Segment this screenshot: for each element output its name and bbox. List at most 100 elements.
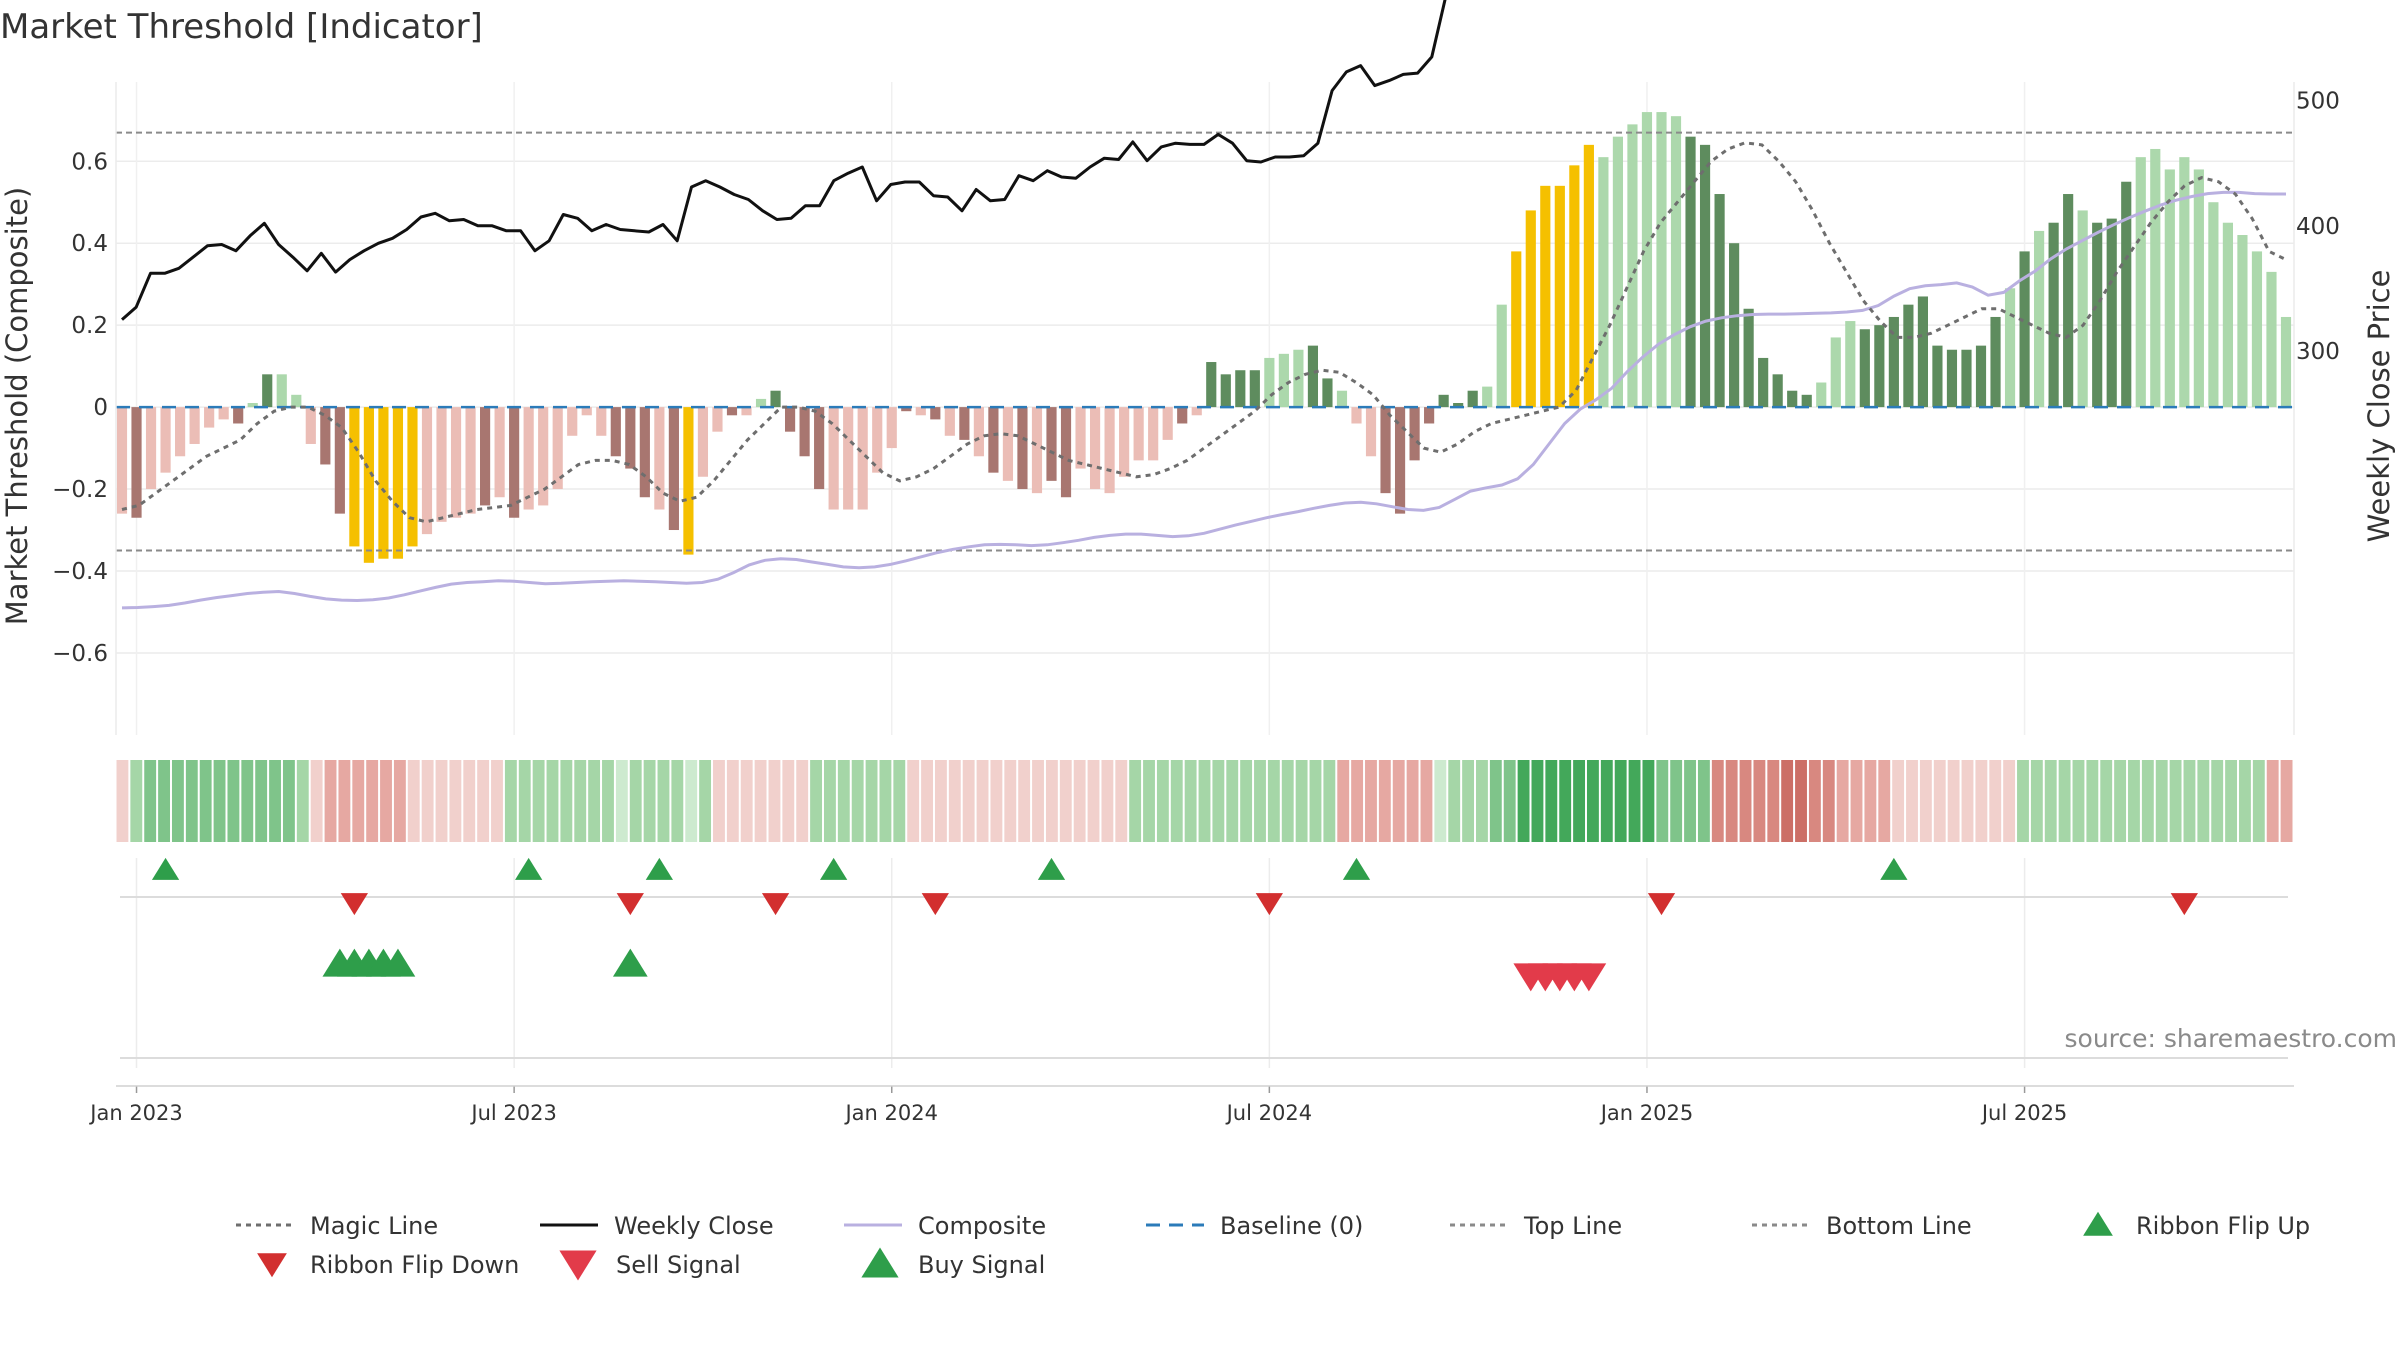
legend-label: Buy Signal: [918, 1251, 1045, 1279]
composite-bar: [1758, 357, 1769, 408]
ribbon-cell: [1864, 760, 1877, 842]
left-tick-label: −0.4: [52, 559, 108, 585]
composite-bar: [625, 407, 636, 469]
composite-bar: [291, 394, 302, 408]
ribbon-cell: [2266, 760, 2279, 842]
ribbon-cell: [754, 760, 767, 842]
ribbon-cell: [1836, 760, 1849, 842]
chart-title: Market Threshold [Indicator]: [0, 7, 483, 47]
ribbon-cell: [380, 760, 392, 842]
ribbon-cell: [1476, 760, 1488, 842]
ribbon-cell: [699, 760, 712, 842]
ribbon-cell: [421, 760, 434, 842]
composite-bar: [276, 374, 287, 408]
ribbon-cell: [227, 760, 240, 842]
composite-bar: [1467, 390, 1478, 408]
ribbon-cell: [546, 760, 559, 842]
composite-bar: [1409, 407, 1420, 461]
ribbon-cell: [1947, 760, 1960, 842]
ribbon-cell: [1850, 760, 1863, 842]
ribbon-cell: [1198, 760, 1211, 842]
composite-bar: [1670, 116, 1682, 408]
ribbon-cell: [934, 760, 947, 842]
ribbon-cell: [1781, 760, 1794, 842]
composite-bar: [494, 407, 505, 498]
ribbon-cell: [560, 760, 573, 842]
buy-signal-marker: [612, 948, 648, 977]
composite-bar: [2092, 222, 2103, 408]
composite-bar: [901, 407, 912, 412]
composite-bar: [1598, 157, 1609, 408]
legend-label: Baseline (0): [1220, 1212, 1363, 1240]
ribbon-cell: [962, 760, 975, 842]
ribbon-cell: [657, 760, 670, 842]
composite-bar: [1075, 407, 1086, 469]
ribbon-cell: [1892, 760, 1905, 842]
composite-bar: [1031, 407, 1043, 494]
composite-bar: [1569, 165, 1580, 408]
ribbon-cell: [1045, 760, 1058, 842]
legend-swatch: [257, 1253, 287, 1278]
composite-bar: [1089, 407, 1101, 490]
ribbon-cell: [1822, 760, 1835, 842]
ribbon-cell: [2169, 760, 2182, 842]
composite-bar: [2251, 251, 2263, 408]
date-tick-label: Jul 2025: [1980, 1101, 2067, 1125]
composite-bar: [1220, 374, 1231, 408]
composite-bar: [1278, 353, 1289, 408]
composite-bar: [2150, 148, 2161, 408]
right-tick-label: 400: [2296, 214, 2340, 240]
ribbon-cell: [1115, 760, 1128, 842]
ribbon-cell: [2225, 760, 2238, 842]
left-tick-label: −0.2: [52, 477, 108, 503]
composite-bar: [1307, 345, 1319, 408]
legend-label: Top Line: [1523, 1212, 1622, 1240]
legend-item: Magic Line: [236, 1212, 438, 1240]
composite-bar: [2077, 210, 2088, 408]
composite-bar: [581, 407, 592, 416]
composite-bar: [189, 407, 200, 444]
ribbon-cell: [144, 760, 157, 842]
composite-bar: [1365, 407, 1377, 457]
composite-bar: [1627, 124, 1638, 408]
legend: Magic Line Weekly Close Composite Baseline …: [236, 1211, 2310, 1281]
ribbon-cell: [2058, 760, 2071, 842]
ribbon-cell: [518, 760, 531, 842]
composite-bar: [683, 407, 694, 555]
date-tick-label: Jul 2023: [469, 1101, 556, 1125]
composite-bar: [1235, 370, 1246, 408]
ribbon-cell: [671, 760, 684, 842]
ribbon-cell: [685, 760, 698, 842]
composite-bar: [2135, 157, 2146, 408]
ribbon-cell: [1725, 760, 1738, 842]
composite-bar: [1394, 407, 1406, 514]
grid-layer: [116, 82, 2294, 1068]
composite-bar: [2121, 181, 2132, 408]
composite-bar: [843, 407, 854, 510]
ribbon-cell: [1129, 760, 1142, 842]
ribbon-cell: [2128, 760, 2140, 842]
composite-bar: [697, 407, 709, 477]
composite-bar: [1482, 386, 1493, 408]
legend-label: Ribbon Flip Up: [2136, 1212, 2310, 1240]
composite-bar: [944, 407, 955, 436]
legend-label: Sell Signal: [616, 1251, 741, 1279]
ribbon-cell: [1795, 760, 1807, 842]
ribbon-cell: [1406, 760, 1419, 842]
composite-bar: [770, 390, 781, 408]
ribbon-cell: [1101, 760, 1114, 842]
composite-bar: [1119, 407, 1130, 477]
date-tick-label: Jan 2023: [88, 1101, 183, 1125]
ribbon-cell: [782, 760, 795, 842]
ribbon-cell: [1267, 760, 1280, 842]
ribbon-cell: [255, 760, 268, 842]
ribbon-cell: [1351, 760, 1364, 842]
composite-bar: [1322, 378, 1333, 408]
signals-layer: [151, 857, 2198, 992]
ribbon-cell: [602, 760, 614, 842]
date-tick-label: Jul 2024: [1225, 1101, 1312, 1125]
composite-bar: [552, 407, 563, 490]
composite-bar: [1206, 362, 1217, 408]
ribbon-cell: [1143, 760, 1155, 842]
ribbon-cell: [158, 760, 170, 842]
